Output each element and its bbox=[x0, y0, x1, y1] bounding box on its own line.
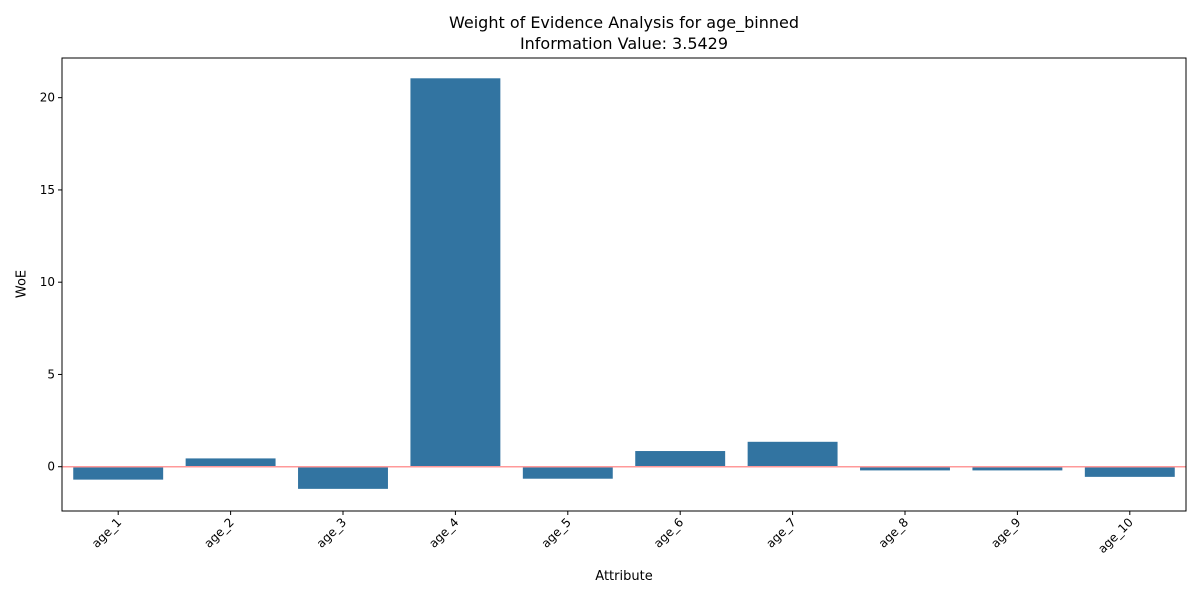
chart-title: Weight of Evidence Analysis for age_binn… bbox=[448, 13, 799, 32]
y-tick-label-15: 15 bbox=[40, 183, 55, 197]
bar-age_7 bbox=[747, 441, 838, 467]
bar-age_10 bbox=[1084, 466, 1175, 477]
bar-age_5 bbox=[522, 466, 613, 479]
y-axis-label: WoE bbox=[14, 269, 30, 299]
x-tick-label-age_2: age_2 bbox=[201, 515, 236, 550]
y-tick-label-10: 10 bbox=[40, 275, 55, 289]
bar-age_8 bbox=[860, 466, 950, 471]
y-tick-label-20: 20 bbox=[40, 91, 55, 105]
x-tick-label-age_10: age_10 bbox=[1095, 515, 1136, 556]
x-tick-label-age_1: age_1 bbox=[89, 515, 124, 550]
bar-age_6 bbox=[635, 451, 726, 467]
chart-subtitle: Information Value: 3.5429 bbox=[519, 34, 729, 53]
x-tick-label-age_8: age_8 bbox=[876, 515, 911, 550]
x-tick-label-age_9: age_9 bbox=[988, 515, 1023, 550]
bar-age_1 bbox=[73, 466, 164, 480]
y-axis: 0 5 10 15 20 bbox=[40, 91, 62, 474]
bar-age_3 bbox=[298, 466, 388, 489]
y-tick-label-5: 5 bbox=[47, 367, 55, 381]
x-tick-label-age_3: age_3 bbox=[314, 515, 349, 550]
bar-age_4 bbox=[410, 78, 501, 467]
x-axis-label: Attribute bbox=[595, 569, 653, 584]
x-tick-label-age_5: age_5 bbox=[539, 515, 574, 550]
x-axis: age_1 age_2 age_3 age_4 age_5 age_6 age_7 age_8… bbox=[89, 511, 1136, 556]
y-tick-label-0: 0 bbox=[47, 460, 55, 474]
x-tick-label-age_4: age_4 bbox=[426, 515, 461, 550]
bars-group bbox=[73, 78, 1175, 489]
bar-age_9 bbox=[972, 466, 1063, 471]
x-tick-label-age_7: age_7 bbox=[763, 515, 798, 550]
x-tick-label-age_6: age_6 bbox=[651, 515, 686, 550]
bar-age_2 bbox=[185, 458, 276, 467]
plot-frame bbox=[61, 57, 1187, 512]
